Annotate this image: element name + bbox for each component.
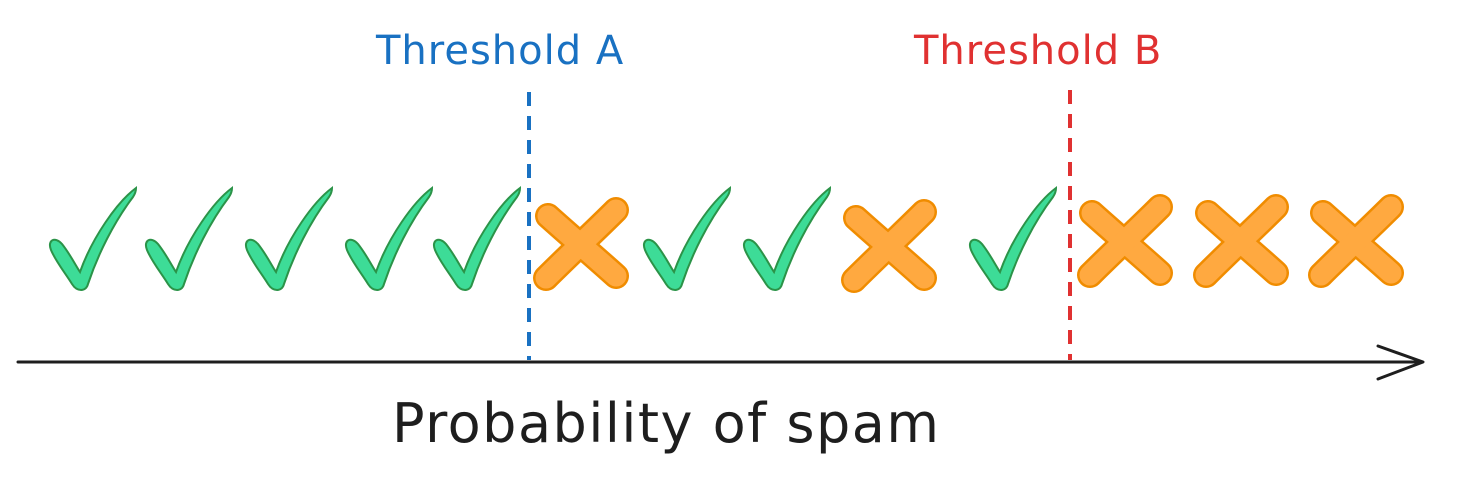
cross-icon: [1090, 207, 1160, 275]
check-icon: [344, 187, 433, 291]
check-icon: [642, 187, 731, 291]
threshold-b-label: Threshold B: [914, 28, 1163, 74]
check-icon: [244, 187, 333, 291]
check-icon: [48, 187, 137, 291]
classification-items: [48, 187, 1391, 291]
check-icon: [432, 187, 521, 291]
threshold-a-label: Threshold A: [376, 28, 625, 74]
cross-icon: [546, 210, 616, 278]
probability-axis: [16, 344, 1425, 381]
axis-label: Probability of spam: [392, 392, 941, 455]
cross-icon: [1321, 207, 1391, 275]
check-icon: [968, 187, 1057, 291]
cross-icon: [854, 212, 924, 280]
check-icon: [144, 187, 233, 291]
cross-icon: [1206, 207, 1276, 275]
axis-arrow-icon: [1376, 344, 1425, 381]
axis-line: [16, 360, 1424, 364]
check-icon: [742, 187, 831, 291]
